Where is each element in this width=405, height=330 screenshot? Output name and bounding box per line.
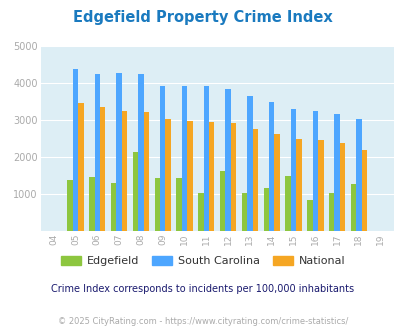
Bar [78,103,83,231]
Bar [252,129,258,231]
Text: © 2025 CityRating.com - https://www.cityrating.com/crime-statistics/: © 2025 CityRating.com - https://www.city… [58,317,347,326]
Bar [296,139,301,231]
Bar [247,96,252,231]
Bar [241,193,247,231]
Bar [187,121,192,231]
Bar [67,180,72,231]
Bar [209,121,214,231]
Bar [361,150,366,231]
Bar [176,178,181,231]
Bar [328,193,334,231]
Bar [116,73,121,231]
Bar [165,119,171,231]
Bar [72,69,78,231]
Bar [94,74,100,231]
Bar [269,102,274,231]
Bar [132,152,138,231]
Bar [339,144,345,231]
Bar [225,89,230,231]
Bar [317,140,323,231]
Bar [334,114,339,231]
Bar [111,182,116,231]
Bar [89,177,94,231]
Bar [160,86,165,231]
Bar [122,111,127,231]
Bar [307,200,312,231]
Bar [154,178,160,231]
Bar [355,119,361,231]
Bar [100,107,105,231]
Bar [263,188,269,231]
Bar [138,74,143,231]
Bar [198,193,203,231]
Bar [290,110,296,231]
Legend: Edgefield, South Carolina, National: Edgefield, South Carolina, National [56,251,349,271]
Bar [285,176,290,231]
Bar [143,112,149,231]
Bar [220,171,225,231]
Text: Edgefield Property Crime Index: Edgefield Property Crime Index [73,10,332,25]
Text: Crime Index corresponds to incidents per 100,000 inhabitants: Crime Index corresponds to incidents per… [51,284,354,294]
Bar [312,111,317,231]
Bar [181,86,187,231]
Bar [350,184,355,231]
Bar [203,86,209,231]
Bar [274,134,279,231]
Bar [230,123,236,231]
